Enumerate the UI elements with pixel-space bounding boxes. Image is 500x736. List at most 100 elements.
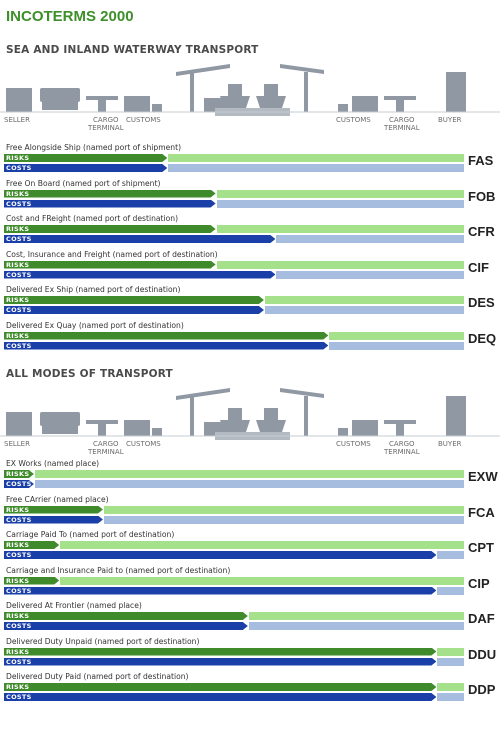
term-code: DDU xyxy=(468,646,497,662)
term-description: Carriage Paid To (named port of destinat… xyxy=(6,530,175,539)
section-title-all: ALL MODES OF TRANSPORT xyxy=(6,368,173,380)
stage-label-cargo-terminal: CARGO TERMINAL xyxy=(384,116,420,132)
section-title-sea: SEA AND INLAND WATERWAY TRANSPORT xyxy=(6,44,259,56)
cargo-terminal-icon xyxy=(86,420,118,424)
crane-icon xyxy=(190,396,194,436)
costs-label: COSTS xyxy=(6,235,32,243)
term-row-cif: Cost, Insurance and Freight (named port … xyxy=(0,250,500,284)
risks-bar-buyer xyxy=(103,505,464,514)
costs-bar-buyer xyxy=(248,622,464,630)
risks-bar-seller xyxy=(4,261,216,269)
costs-bar-buyer xyxy=(437,657,464,666)
risks-label: RISKS xyxy=(6,296,30,304)
costs-label: COSTS xyxy=(6,693,32,701)
costs-label: COSTS xyxy=(6,164,32,172)
customs-icon xyxy=(124,420,150,436)
costs-bar-seller xyxy=(4,480,34,488)
term-description: Free CArrier (named place) xyxy=(6,494,109,504)
risks-label: RISKS xyxy=(6,505,30,514)
risks-bar-seller xyxy=(4,470,34,478)
risks-bar-seller xyxy=(4,648,436,656)
term-description: Delivered Duty Unpaid (named port of des… xyxy=(6,636,200,646)
seller-building-icon xyxy=(6,412,32,436)
risks-bar-seller xyxy=(4,683,436,691)
term-row-ddp: Delivered Duty Paid (named port of desti… xyxy=(0,672,500,706)
term-code: DEQ xyxy=(468,330,497,346)
stage-label-cargo-terminal: CARGO TERMINAL xyxy=(88,440,124,456)
stage-label-buyer: BUYER xyxy=(438,116,462,124)
truck-icon xyxy=(40,88,80,102)
term-code: FCA xyxy=(468,504,495,520)
term-row-exw: EX Works (named place) RISKS COSTS EXW xyxy=(0,459,500,493)
crane-icon xyxy=(304,72,308,112)
term-row-daf: Delivered At Frontier (named place) RISKS… xyxy=(0,601,500,635)
risks-bar-buyer xyxy=(216,260,464,269)
term-code: DAF xyxy=(468,611,495,626)
costs-bar-seller xyxy=(4,342,328,350)
term-description: Delivered At Frontier (named place) xyxy=(6,601,142,610)
term-row-deq: Delivered Ex Quay (named port of destina… xyxy=(0,321,500,355)
risks-label: RISKS xyxy=(6,470,30,478)
risks-bar-seller xyxy=(4,577,59,585)
risks-bar-seller xyxy=(4,612,248,620)
costs-label: COSTS xyxy=(6,551,32,559)
costs-bar-seller xyxy=(4,622,248,630)
risks-label: RISKS xyxy=(6,225,30,233)
ship-icon xyxy=(220,420,250,432)
costs-bar-seller xyxy=(4,164,167,172)
term-row-fca: Free CArrier (named place) RISKS COSTS FCA xyxy=(0,495,500,529)
costs-label: COSTS xyxy=(6,341,32,350)
costs-bar-buyer xyxy=(276,270,464,279)
term-code: CFR xyxy=(468,224,495,239)
crane-icon xyxy=(190,72,194,112)
risks-label: RISKS xyxy=(6,260,30,269)
risks-bar-buyer xyxy=(34,470,464,478)
costs-label: COSTS xyxy=(6,270,32,279)
stage-label-customs: CUSTOMS xyxy=(336,440,371,448)
risks-label: RISKS xyxy=(6,189,30,198)
risks-bar-buyer xyxy=(264,296,464,304)
risks-bar-buyer xyxy=(216,225,464,233)
stage-label-cargo-terminal: CARGO TERMINAL xyxy=(384,440,420,456)
costs-bar-seller xyxy=(4,551,436,559)
costs-bar-buyer xyxy=(168,164,464,172)
risks-bar-seller xyxy=(4,225,216,233)
term-description: Free On Board (named port of shipment) xyxy=(6,178,161,188)
costs-bar-seller xyxy=(4,587,436,595)
cargo-terminal-icon xyxy=(384,96,416,100)
costs-bar-seller xyxy=(4,200,216,208)
stage-label-customs: CUSTOMS xyxy=(336,116,371,124)
risks-label: RISKS xyxy=(6,331,30,340)
term-description: Delivered Duty Paid (named port of desti… xyxy=(6,672,189,681)
buyer-building-icon xyxy=(446,396,466,436)
seller-building-icon xyxy=(6,88,32,112)
crane-icon xyxy=(304,396,308,436)
term-code: DDP xyxy=(468,682,496,697)
term-description: Cost and FReight (named port of destinat… xyxy=(6,214,179,223)
term-description: Free Alongside Ship (named port of shipm… xyxy=(6,143,182,152)
risks-label: RISKS xyxy=(6,541,30,549)
stage-label-customs: CUSTOMS xyxy=(126,440,161,448)
risks-bar-buyer xyxy=(248,612,464,620)
stage-label-seller: SELLER xyxy=(4,440,30,448)
costs-bar-buyer xyxy=(34,480,464,488)
risks-bar-buyer xyxy=(60,541,464,549)
risks-bar-buyer xyxy=(216,189,464,198)
term-row-ddu: Delivered Duty Unpaid (named port of des… xyxy=(0,637,500,671)
cargo-terminal-icon xyxy=(384,420,416,424)
ship-icon xyxy=(256,420,286,432)
term-row-cfr: Cost and FReight (named port of destinat… xyxy=(0,214,500,248)
risks-bar-seller xyxy=(4,296,264,304)
term-row-des: Delivered Ex Ship (named port of destina… xyxy=(0,285,500,319)
costs-bar-buyer xyxy=(437,551,464,559)
ship-icon xyxy=(256,96,286,108)
costs-bar-seller xyxy=(4,516,103,524)
costs-label: COSTS xyxy=(6,586,32,595)
costs-bar-buyer xyxy=(103,515,464,524)
costs-bar-buyer xyxy=(437,586,464,595)
term-code: EXW xyxy=(468,469,498,484)
costs-bar-seller xyxy=(4,693,436,701)
stage-label-customs: CUSTOMS xyxy=(126,116,161,124)
risks-bar-seller xyxy=(4,332,328,340)
costs-bar-seller xyxy=(4,235,275,243)
